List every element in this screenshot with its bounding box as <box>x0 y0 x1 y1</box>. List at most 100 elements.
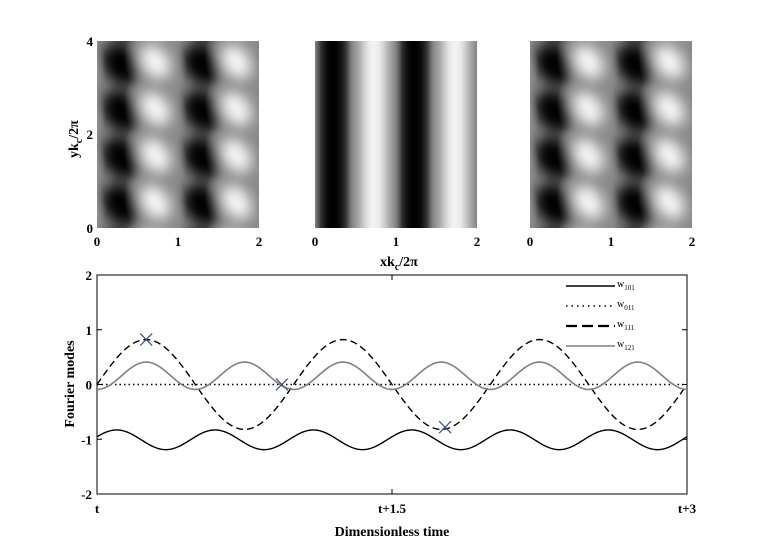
dark-blob <box>182 183 222 226</box>
dark-blob <box>337 0 392 46</box>
y-tick-label: 1 <box>86 323 93 338</box>
panel-1-xtick-1: 1 <box>175 234 182 249</box>
light-blob <box>486 133 529 179</box>
dark-blob <box>101 43 141 86</box>
light-blob <box>729 86 763 132</box>
light-blob <box>221 138 252 173</box>
light-blob <box>377 0 420 38</box>
light-blob <box>729 39 763 85</box>
light-blob <box>729 0 763 38</box>
dark-blob <box>256 223 311 280</box>
light-blob <box>140 91 171 126</box>
panel-1-ytick-1: 2 <box>87 127 94 142</box>
series-line-w101 <box>97 429 687 451</box>
light-blob <box>140 45 171 80</box>
light-blob <box>215 0 258 38</box>
pattern-panel-1 <box>13 0 420 280</box>
dark-blob <box>689 36 744 93</box>
panel-2-xtick-2: 2 <box>474 234 481 249</box>
dark-blob <box>608 0 663 46</box>
dark-blob <box>13 0 68 46</box>
panel-3-ticks: 0 1 2 <box>527 234 696 249</box>
light-blob <box>567 226 610 272</box>
legend: w101 w011 w111 w121 <box>566 279 635 352</box>
line-plot-ticks: t t+1.5 t+3 -2 -1 0 1 2 <box>81 268 696 516</box>
dark-blob <box>527 223 582 280</box>
light-blob <box>573 91 604 126</box>
y-tick-label: -1 <box>81 432 92 447</box>
cross-marker <box>438 420 452 434</box>
dark-blob <box>182 136 222 179</box>
dark-blob <box>689 83 744 140</box>
dark-stripe <box>400 41 429 228</box>
dark-blob <box>689 223 744 280</box>
line-plot-markers <box>139 333 452 434</box>
cross-marker <box>139 333 153 347</box>
dark-blob <box>256 36 311 93</box>
panel-2-ticks: 0 1 2 <box>312 234 481 249</box>
dark-blob <box>337 223 392 280</box>
panel-1-ytick-2: 4 <box>87 34 94 49</box>
line-plot-series <box>97 338 687 451</box>
panel-1-ytick-0: 0 <box>87 221 94 236</box>
cross-marker <box>275 378 289 391</box>
dark-blob <box>689 176 744 233</box>
light-blob <box>486 226 529 272</box>
dark-blob <box>175 0 230 46</box>
light-stripe <box>442 41 468 228</box>
legend-label-w101: w101 <box>617 279 635 292</box>
pattern-x-axis-label: xkc/2π <box>380 255 418 273</box>
light-blob <box>654 138 685 173</box>
light-blob <box>486 180 529 226</box>
dark-blob <box>94 0 149 46</box>
dark-blob <box>527 0 582 46</box>
dark-blob <box>101 90 141 133</box>
dark-stripe <box>319 41 348 228</box>
light-blob <box>53 0 96 38</box>
light-blob <box>654 185 685 220</box>
light-blob <box>573 45 604 80</box>
line-x-axis-label: Dimensionless time <box>335 525 450 540</box>
dark-stripe <box>481 21 509 248</box>
panel-3-xtick-1: 1 <box>608 234 615 249</box>
light-blob <box>221 185 252 220</box>
dark-blob <box>175 223 230 280</box>
light-blob <box>215 226 258 272</box>
series-line-w121 <box>97 361 687 391</box>
light-blob <box>729 180 763 226</box>
light-blob <box>573 185 604 220</box>
legend-label-w111: w111 <box>617 319 635 332</box>
light-blob <box>648 0 691 38</box>
light-blob <box>221 91 252 126</box>
light-blob <box>221 45 252 80</box>
dark-blob <box>101 136 141 179</box>
light-blob <box>567 0 610 38</box>
dark-blob <box>615 90 655 133</box>
panel-1-xtick-2: 2 <box>256 234 263 249</box>
dark-blob <box>256 176 311 233</box>
light-blob <box>729 226 763 272</box>
y-tick-label: -2 <box>81 487 92 502</box>
light-blob <box>53 180 96 226</box>
series-line-w111 <box>97 338 687 431</box>
light-blob <box>486 39 529 85</box>
dark-blob <box>13 83 68 140</box>
x-tick-label: t+3 <box>678 501 697 516</box>
panel-1-ticks: 0 1 2 0 2 4 <box>87 34 263 249</box>
light-blob <box>140 185 171 220</box>
dark-blob <box>13 129 68 186</box>
light-blob <box>296 0 339 38</box>
dark-blob <box>534 183 574 226</box>
line-y-axis-label: Fourier modes <box>63 340 78 428</box>
panel-2-xtick-0: 0 <box>312 234 319 249</box>
light-blob <box>654 45 685 80</box>
dark-blob <box>256 83 311 140</box>
light-blob <box>654 91 685 126</box>
dark-blob <box>13 176 68 233</box>
light-stripe <box>281 21 305 248</box>
dark-blob <box>534 43 574 86</box>
light-blob <box>486 0 529 38</box>
dark-blob <box>101 183 141 226</box>
dark-blob <box>182 90 222 133</box>
